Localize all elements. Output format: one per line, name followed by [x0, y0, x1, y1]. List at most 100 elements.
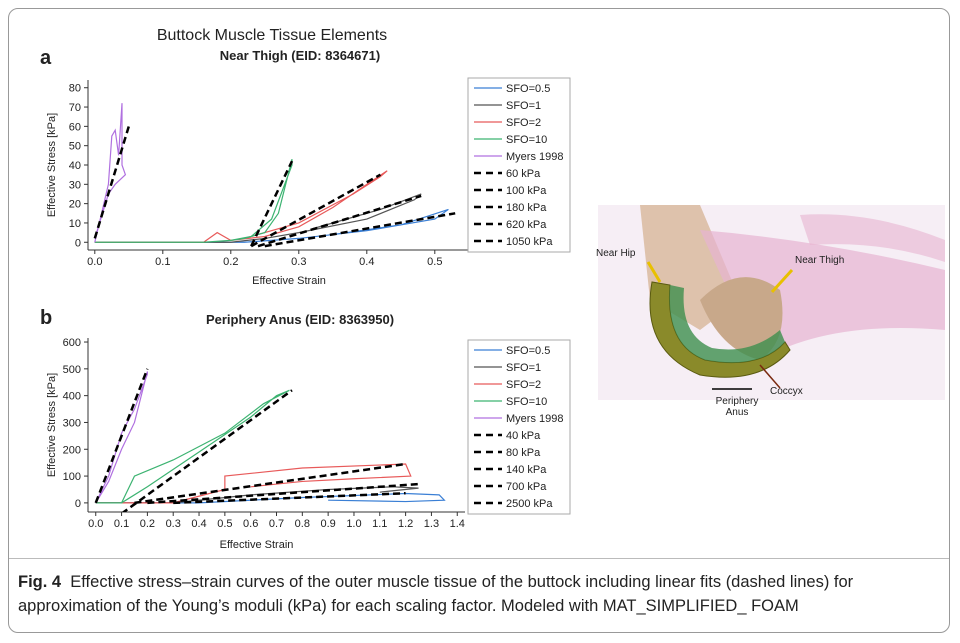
- y-tick-label: 30: [69, 179, 81, 191]
- series-line: [95, 371, 148, 504]
- x-tick-label: 0.4: [191, 518, 206, 530]
- image-label: Periphery Anus: [715, 396, 759, 418]
- arrow: [770, 268, 794, 294]
- y-tick-label: 10: [69, 218, 81, 230]
- legend-label: 60 kPa: [506, 168, 541, 180]
- legend-box: [467, 339, 571, 515]
- legend-label: 140 kPa: [506, 464, 547, 476]
- legend-label: SFO=2: [506, 379, 541, 391]
- caption-label: Fig. 4: [18, 573, 62, 591]
- chart-title: Near Thigh (EID: 8364671): [220, 48, 380, 63]
- x-tick-label: 0.1: [155, 256, 170, 268]
- x-tick-label: 0.3: [291, 256, 306, 268]
- legend-label: 40 kPa: [506, 430, 541, 442]
- legend-label: 700 kPa: [506, 481, 547, 493]
- x-tick-label: 0.8: [295, 518, 310, 530]
- y-tick-label: 40: [69, 160, 81, 172]
- legend-label: SFO=2: [506, 117, 541, 129]
- series-line: [94, 193, 422, 243]
- y-axis-label: Effective Stress [kPa]: [46, 113, 58, 217]
- x-tick-label: 0.4: [359, 256, 374, 268]
- y-tick-label: 200: [63, 444, 81, 456]
- legend-label: Myers 1998: [506, 413, 563, 425]
- legend-label: SFO=1: [506, 362, 541, 374]
- caption-text: Effective stress–strain curves of the ou…: [18, 573, 854, 615]
- panel-label: b: [40, 307, 52, 329]
- arrow: [759, 364, 781, 389]
- x-tick-label: 0.6: [243, 518, 258, 530]
- y-tick-label: 0: [75, 237, 81, 249]
- x-tick-label: 1.2: [398, 518, 413, 530]
- x-tick-label: 1.0: [346, 518, 361, 530]
- panel-label: a: [40, 47, 52, 69]
- legend-label: 180 kPa: [506, 202, 547, 214]
- legend-label: 1050 kPa: [506, 236, 553, 248]
- arm: [800, 214, 945, 262]
- series-line: [250, 173, 382, 248]
- y-tick-label: 50: [69, 141, 81, 153]
- image-label: Near Hip: [596, 248, 636, 259]
- separator: [9, 558, 949, 559]
- x-tick-label: 0.7: [269, 518, 284, 530]
- y-axis-label: Effective Stress [kPa]: [46, 373, 58, 477]
- arrow: [646, 261, 662, 283]
- x-tick-label: 0.9: [320, 518, 335, 530]
- legend-label: SFO=1: [506, 100, 541, 112]
- series-line: [121, 389, 293, 512]
- y-tick-label: 400: [63, 391, 81, 403]
- pelvis: [700, 277, 783, 360]
- legend-label: SFO=10: [506, 396, 547, 408]
- figure-frame: [8, 8, 950, 633]
- image-label: Coccyx: [770, 386, 803, 397]
- image-label: Near Thigh: [795, 255, 845, 266]
- legend-box: [467, 77, 571, 253]
- x-tick-label: 1.4: [450, 518, 465, 530]
- legend-label: 80 kPa: [506, 447, 541, 459]
- legend-label: SFO=0.5: [506, 345, 550, 357]
- x-tick-label: 0.5: [427, 256, 442, 268]
- legend-label: Myers 1998: [506, 151, 563, 163]
- chart-title: Periphery Anus (EID: 8363950): [206, 312, 394, 327]
- legend-label: SFO=10: [506, 134, 547, 146]
- legend-label: 2500 kPa: [506, 498, 553, 510]
- series-line: [95, 492, 446, 504]
- x-tick-label: 0.2: [223, 256, 238, 268]
- x-tick-label: 0.1: [114, 518, 129, 530]
- series-line: [147, 482, 419, 505]
- y-tick-label: 500: [63, 364, 81, 376]
- caption: Fig. 4 Effective stress–strain curves of…: [18, 570, 943, 618]
- series-line: [95, 389, 290, 504]
- series-line: [250, 160, 294, 247]
- x-axis-label: Effective Strain: [220, 539, 294, 551]
- series-line: [94, 368, 149, 504]
- x-tick-label: 0.0: [87, 256, 102, 268]
- legend-label: 100 kPa: [506, 185, 547, 197]
- anatomy-image: [598, 205, 945, 400]
- x-tick-label: 1.3: [424, 518, 439, 530]
- series-line: [95, 463, 412, 504]
- figure-title: Buttock Muscle Tissue Elements: [157, 27, 387, 44]
- y-tick-label: 70: [69, 102, 81, 114]
- y-tick-label: 80: [69, 83, 81, 95]
- series-line: [134, 462, 406, 505]
- series-line: [94, 103, 127, 243]
- y-tick-label: 100: [63, 471, 81, 483]
- x-tick-label: 0.3: [166, 518, 181, 530]
- x-tick-label: 0.0: [88, 518, 103, 530]
- muscle-tissue: [669, 285, 785, 363]
- series-line: [94, 170, 388, 243]
- series-line: [257, 194, 422, 248]
- series-line: [173, 491, 406, 505]
- y-tick-label: 60: [69, 121, 81, 133]
- series-line: [93, 126, 130, 239]
- legend-label: SFO=0.5: [506, 83, 550, 95]
- x-axis-label: Effective Strain: [252, 275, 326, 287]
- legend-label: 620 kPa: [506, 219, 547, 231]
- x-tick-label: 0.2: [140, 518, 155, 530]
- y-tick-label: 20: [69, 199, 81, 211]
- y-tick-label: 0: [75, 498, 81, 510]
- series-line: [264, 212, 456, 248]
- x-tick-label: 1.1: [372, 518, 387, 530]
- y-tick-label: 300: [63, 417, 81, 429]
